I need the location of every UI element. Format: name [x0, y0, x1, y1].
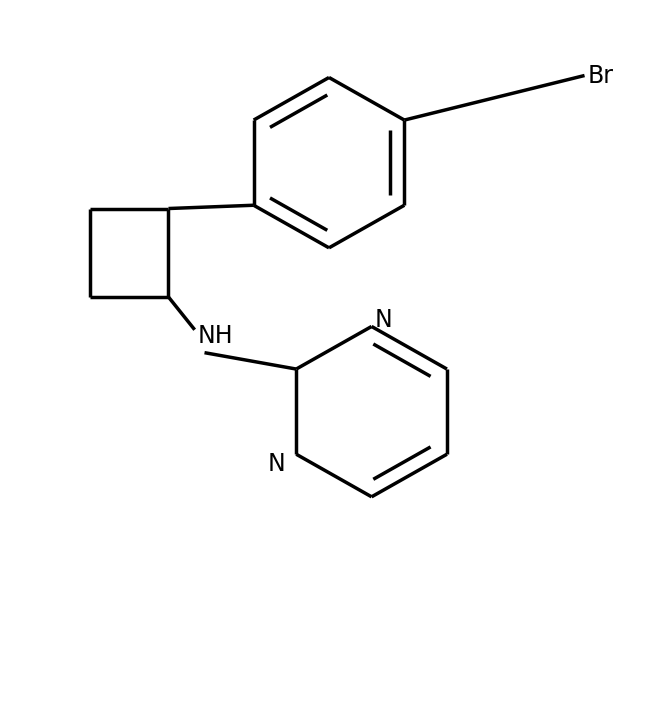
Text: N: N: [374, 308, 392, 332]
Text: NH: NH: [198, 324, 234, 348]
Text: N: N: [268, 452, 286, 476]
Text: Br: Br: [588, 64, 614, 88]
